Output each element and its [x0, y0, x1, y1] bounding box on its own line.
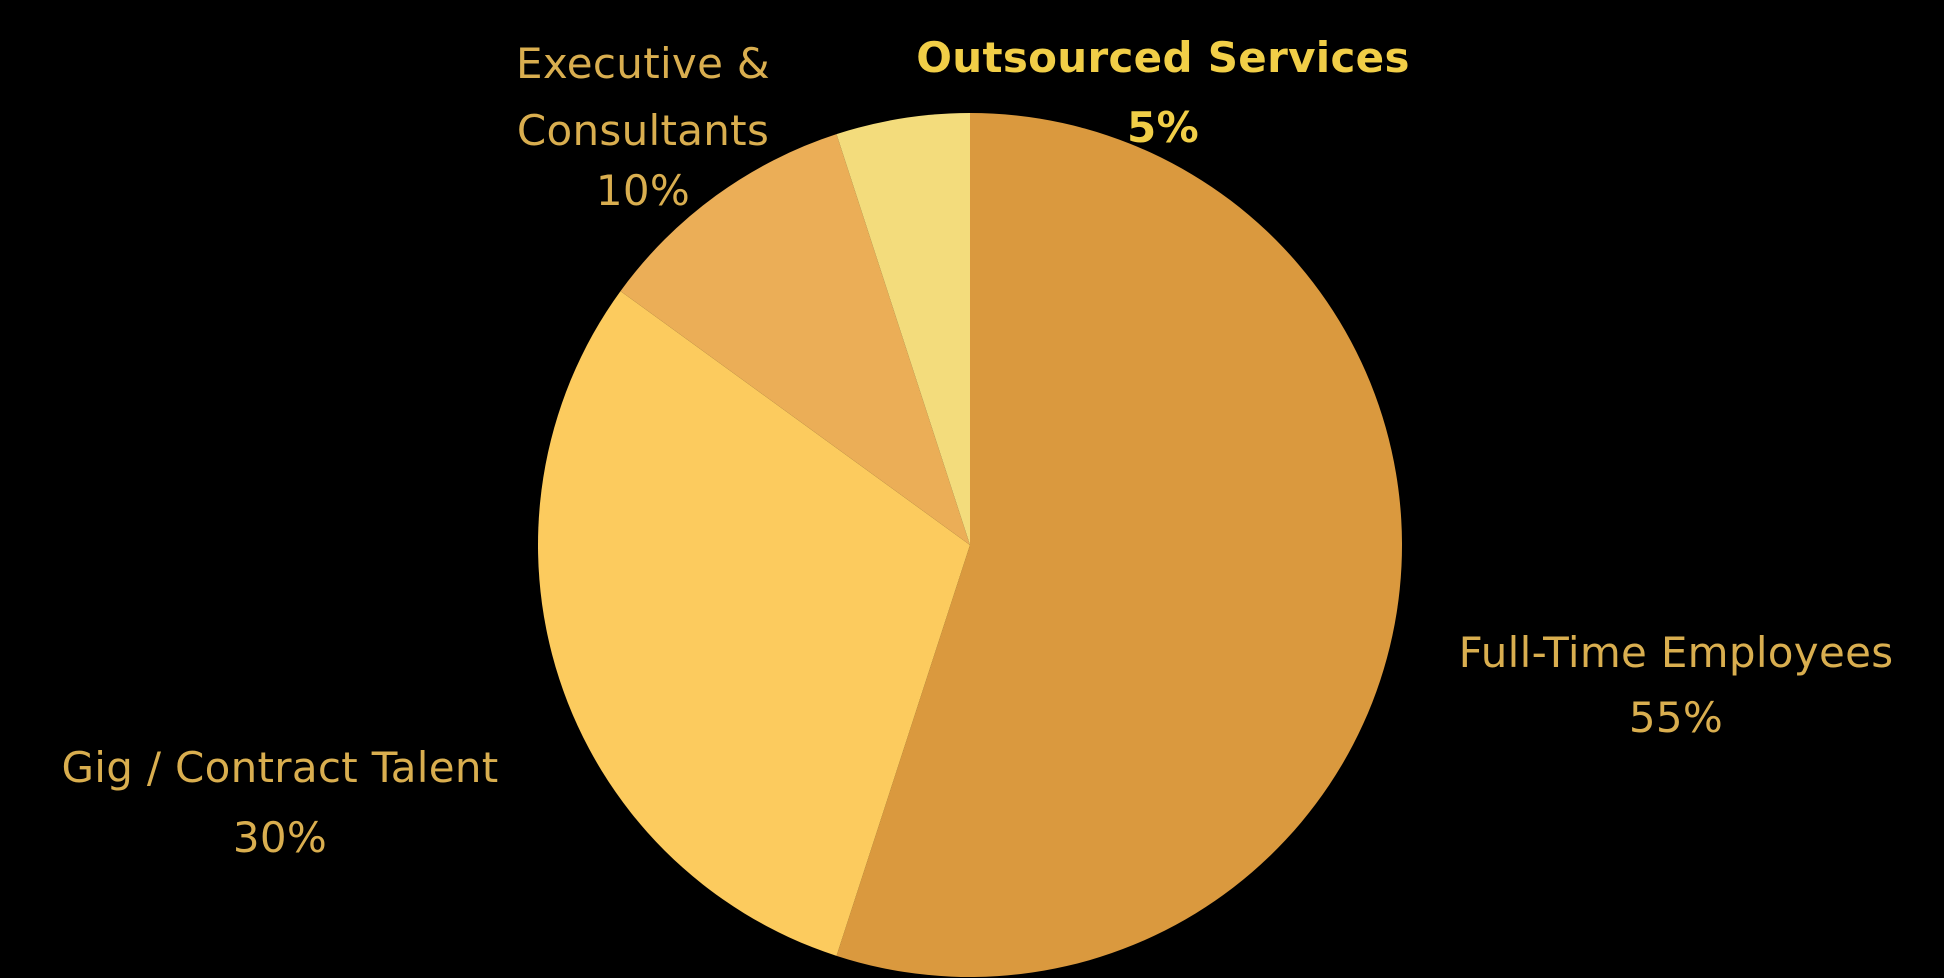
slices-layer	[537, 113, 1402, 977]
pie-slice-full-time-employees	[836, 113, 1402, 977]
slice-label-percent: 10%	[596, 166, 690, 215]
slice-label-name: Outsourced Services	[916, 33, 1410, 82]
slice-label-name-line2: Consultants	[517, 106, 769, 155]
pie-slice-gig-contract-talent	[537, 291, 970, 956]
slice-label-group: Outsourced Services 5%	[916, 33, 1410, 152]
pie-slice-executive-consultants	[620, 134, 970, 545]
slice-label-group: Gig / Contract Talent 30%	[61, 743, 498, 862]
slice-label-name: Full-Time Employees	[1459, 628, 1894, 677]
pie-slice-outsourced-services	[836, 113, 970, 545]
slice-label-percent: 30%	[233, 813, 327, 862]
slice-label-percent: 55%	[1629, 693, 1723, 742]
labels-layer: Full-Time Employees 55% Gig / Contract Tal…	[61, 33, 1893, 862]
slice-label-name: Executive &	[516, 39, 770, 88]
slice-label-name: Gig / Contract Talent	[61, 743, 498, 792]
slice-label-group: Executive & Consultants 10%	[516, 39, 770, 215]
slice-label-group: Full-Time Employees 55%	[1459, 628, 1894, 742]
slice-label-percent: 5%	[1127, 103, 1199, 152]
